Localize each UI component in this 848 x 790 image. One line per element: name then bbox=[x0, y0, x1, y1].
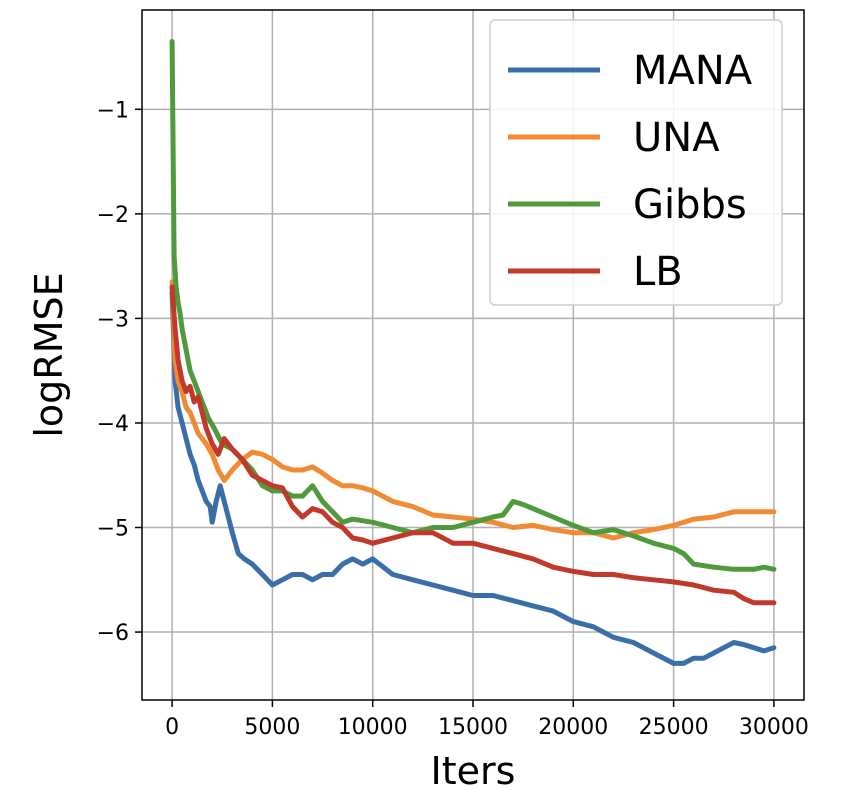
ticks: 0 5000 10000 15000 20000 25000 30000 −1 −2 −3 −4 −5… bbox=[97, 98, 809, 740]
series-line-gibbs bbox=[169, 38, 777, 572]
y-tick-label: −2 bbox=[97, 203, 129, 228]
legend: MANA UNA Gibbs LB bbox=[489, 19, 783, 306]
legend-label-lb: LB bbox=[633, 249, 683, 295]
x-tick-label: 30000 bbox=[739, 715, 809, 740]
y-tick-label: −6 bbox=[97, 621, 129, 646]
series-line-una bbox=[169, 279, 777, 541]
y-tick-label: −1 bbox=[97, 98, 129, 123]
series-layer bbox=[169, 38, 777, 666]
x-tick-label: 0 bbox=[165, 715, 179, 740]
legend-label-mana: MANA bbox=[633, 48, 753, 94]
legend-label-una: UNA bbox=[633, 115, 720, 161]
legend-label-gibbs: Gibbs bbox=[633, 182, 747, 228]
series-line-lb bbox=[169, 284, 777, 606]
legend-box bbox=[489, 19, 783, 306]
y-tick-label: −4 bbox=[97, 412, 129, 437]
series-line-mana bbox=[169, 289, 777, 666]
x-tick-label: 20000 bbox=[538, 715, 608, 740]
x-tick-label: 15000 bbox=[438, 715, 508, 740]
x-tick-label: 5000 bbox=[244, 715, 300, 740]
x-axis-label: Iters bbox=[431, 749, 516, 790]
x-tick-label: 25000 bbox=[639, 715, 709, 740]
y-axis-label: logRMSE bbox=[27, 272, 71, 437]
x-tick-label: 10000 bbox=[338, 715, 408, 740]
y-tick-label: −3 bbox=[97, 307, 129, 332]
y-tick-label: −5 bbox=[97, 517, 129, 542]
